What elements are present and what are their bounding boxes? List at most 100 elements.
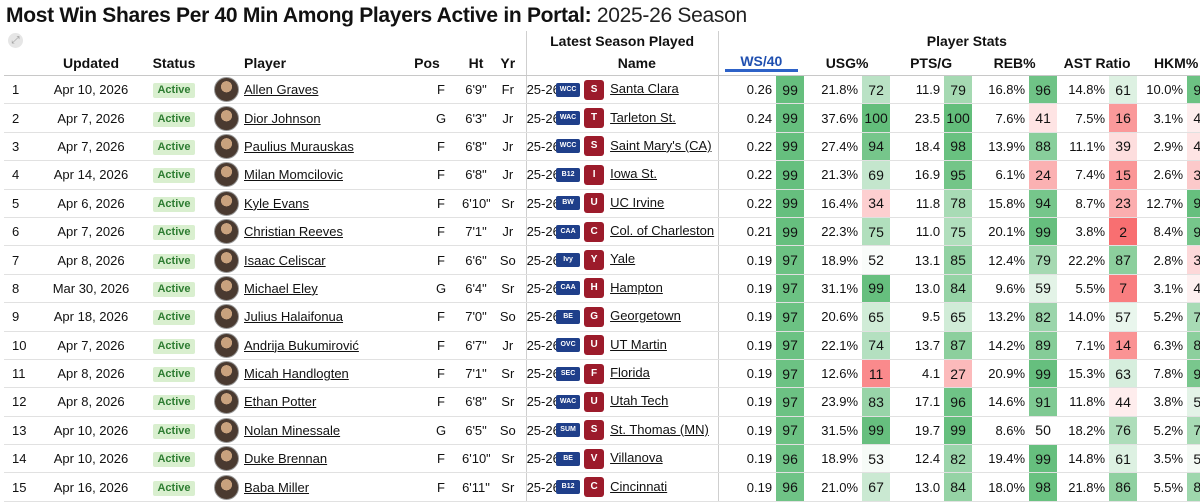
team-link[interactable]: Santa Clara (610, 81, 679, 97)
usg-value-cell: 23.9% (804, 387, 863, 417)
ptsg-percentile-cell: 98 (944, 132, 973, 162)
season-cell: 25-26 (526, 189, 557, 218)
player-link[interactable]: Nolan Minessale (244, 422, 341, 438)
col-updated[interactable]: Updated (42, 50, 140, 76)
team-link[interactable]: Utah Tech (610, 393, 669, 409)
player-link[interactable]: Isaac Celiscar (244, 252, 326, 268)
player-link[interactable]: Ethan Potter (244, 394, 317, 410)
avatar-cell (208, 444, 244, 474)
team-logo-icon: U (584, 193, 605, 214)
ws40-value-cell: 0.22 (718, 189, 777, 218)
title-main: Most Win Shares Per 40 Min Among Players… (6, 4, 592, 27)
col-hkm[interactable]: HKM% (1137, 50, 1200, 76)
season-cell: 25-26 (526, 132, 557, 162)
conference-logo-icon: WCC (556, 139, 581, 154)
col-ast[interactable]: AST Ratio (1057, 50, 1138, 76)
player-link[interactable]: Christian Reeves (244, 224, 343, 240)
col-usg[interactable]: USG% (804, 50, 891, 76)
conference-logo-icon: OVC (556, 338, 581, 353)
rank-cell: 8 (4, 274, 42, 304)
usg-percentile-cell: 34 (862, 189, 891, 218)
avatar (213, 361, 239, 387)
team-link[interactable]: Villanova (610, 450, 663, 466)
usg-percentile-cell: 83 (862, 387, 891, 417)
usg-percentile-cell: 52 (862, 245, 891, 275)
ws40-value-cell: 0.19 (718, 359, 777, 389)
col-yr[interactable]: Yr (490, 50, 527, 76)
col-team-name[interactable]: Name (556, 50, 719, 76)
team-link[interactable]: Tarleton St. (610, 109, 676, 125)
spacer-cell (392, 444, 420, 474)
team-link[interactable]: Saint Mary's (CA) (610, 137, 712, 153)
reb-value-cell: 19.4% (972, 444, 1030, 474)
rank-cell: 10 (4, 331, 42, 360)
avatar (213, 389, 239, 415)
col-pos[interactable]: Pos (392, 50, 462, 76)
status-cell: Active (140, 472, 208, 502)
usg-value-cell: 31.5% (804, 416, 863, 446)
avatar-cell (208, 331, 244, 360)
player-link[interactable]: Kyle Evans (244, 195, 310, 211)
player-link[interactable]: Baba Miller (244, 479, 310, 495)
season-cell: 25-26 (526, 103, 557, 133)
ast-value-cell: 11.1% (1057, 132, 1110, 162)
team-link[interactable]: Cincinnati (610, 478, 668, 494)
team-link[interactable]: UC Irvine (610, 194, 665, 210)
player-link[interactable]: Dior Johnson (244, 110, 321, 126)
season-cell: 25-26 (526, 387, 557, 417)
team-link[interactable]: St. Thomas (MN) (610, 421, 709, 437)
usg-value-cell: 21.8% (804, 75, 863, 105)
spacer-cell (392, 132, 420, 162)
col-status[interactable]: Status (140, 50, 208, 76)
player-link[interactable]: Paulius Murauskas (244, 138, 354, 154)
team-logo-icon: S (584, 79, 605, 100)
col-ht[interactable]: Ht (462, 50, 490, 76)
player-link[interactable]: Duke Brennan (244, 451, 328, 467)
avatar (213, 417, 239, 443)
team-link[interactable]: UT Martin (610, 336, 667, 352)
arrows-icon[interactable]: ⤢ (8, 33, 23, 48)
player-link[interactable]: Milan Momcilovic (244, 167, 343, 183)
ws40-percentile-cell: 99 (776, 132, 805, 162)
hkm-value-cell: 8.4% (1137, 217, 1188, 247)
player-link[interactable]: Michael Eley (244, 280, 318, 296)
status-badge: Active (153, 196, 195, 212)
rank-cell: 9 (4, 302, 42, 332)
team-link[interactable]: Iowa St. (610, 166, 658, 182)
updated-cell: Apr 10, 2026 (42, 416, 140, 446)
team-cell: WAC T Tarleton St. (556, 103, 719, 133)
pos-cell: F (420, 359, 462, 389)
pos-cell: F (420, 217, 462, 247)
team-cell: BE G Georgetown (556, 302, 719, 332)
season-cell: 25-26 (526, 472, 557, 502)
player-link[interactable]: Allen Graves (244, 82, 319, 98)
team-link[interactable]: Florida (610, 365, 650, 381)
col-ptsg[interactable]: PTS/G (890, 50, 973, 76)
ws40-percentile-cell: 97 (776, 274, 805, 304)
spacer-cell (392, 472, 420, 502)
col-ws40[interactable]: WS/40 (718, 50, 805, 76)
team-link[interactable]: Col. of Charleston (610, 223, 715, 239)
team-link[interactable]: Georgetown (610, 308, 681, 324)
col-reb[interactable]: REB% (972, 50, 1058, 76)
team-cell: BE V Villanova (556, 444, 719, 474)
table-row: 1 Apr 10, 2026 Active Allen Graves F 6'9" Fr 25… (4, 75, 1200, 105)
avatar (213, 275, 239, 301)
player-link[interactable]: Andrija Bukumirović (244, 337, 359, 353)
ht-cell: 7'1" (462, 217, 490, 247)
status-badge: Active (153, 395, 195, 411)
conference-logo-icon: BW (556, 196, 581, 211)
player-link[interactable]: Julius Halaifonua (244, 309, 344, 325)
ast-percentile-cell: 76 (1109, 416, 1138, 446)
ast-value-cell: 5.5% (1057, 274, 1110, 304)
pos-cell: G (420, 416, 462, 446)
team-link[interactable]: Yale (610, 251, 636, 267)
ht-cell: 6'10" (462, 189, 490, 218)
title-season: 2025-26 Season (596, 4, 747, 27)
avatar-cell (208, 387, 244, 417)
player-link[interactable]: Micah Handlogten (244, 366, 349, 382)
col-player[interactable]: Player (244, 50, 392, 76)
ht-cell: 7'1" (462, 359, 490, 389)
team-link[interactable]: Hampton (610, 279, 663, 295)
ast-percentile-cell: 39 (1109, 132, 1138, 162)
